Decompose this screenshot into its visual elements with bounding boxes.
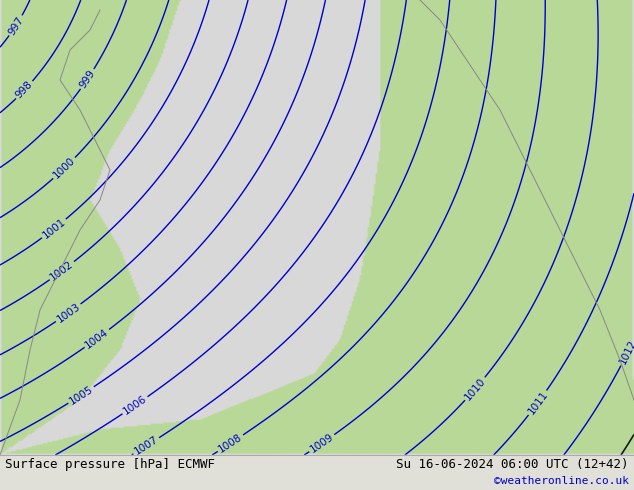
Text: 1007: 1007 <box>133 435 160 457</box>
Text: 1004: 1004 <box>84 327 110 350</box>
Text: 1012: 1012 <box>618 338 634 366</box>
Text: 999: 999 <box>78 68 97 90</box>
Text: 1010: 1010 <box>463 376 488 402</box>
Text: 997: 997 <box>6 15 25 37</box>
Bar <box>0 455 634 490</box>
Text: ©weatheronline.co.uk: ©weatheronline.co.uk <box>494 476 629 486</box>
Text: 1006: 1006 <box>121 394 149 417</box>
Text: 998: 998 <box>14 79 35 100</box>
Text: 1001: 1001 <box>41 217 67 241</box>
Text: 1008: 1008 <box>217 432 244 455</box>
Text: Su 16-06-2024 06:00 UTC (12+42): Su 16-06-2024 06:00 UTC (12+42) <box>396 458 629 471</box>
Text: 1009: 1009 <box>308 432 335 455</box>
Text: Surface pressure [hPa] ECMWF: Surface pressure [hPa] ECMWF <box>5 458 215 471</box>
Text: 1000: 1000 <box>51 155 77 181</box>
Text: 1002: 1002 <box>48 259 75 283</box>
Text: 1005: 1005 <box>67 384 95 406</box>
Text: 1011: 1011 <box>526 389 550 416</box>
Text: 1003: 1003 <box>55 301 82 324</box>
